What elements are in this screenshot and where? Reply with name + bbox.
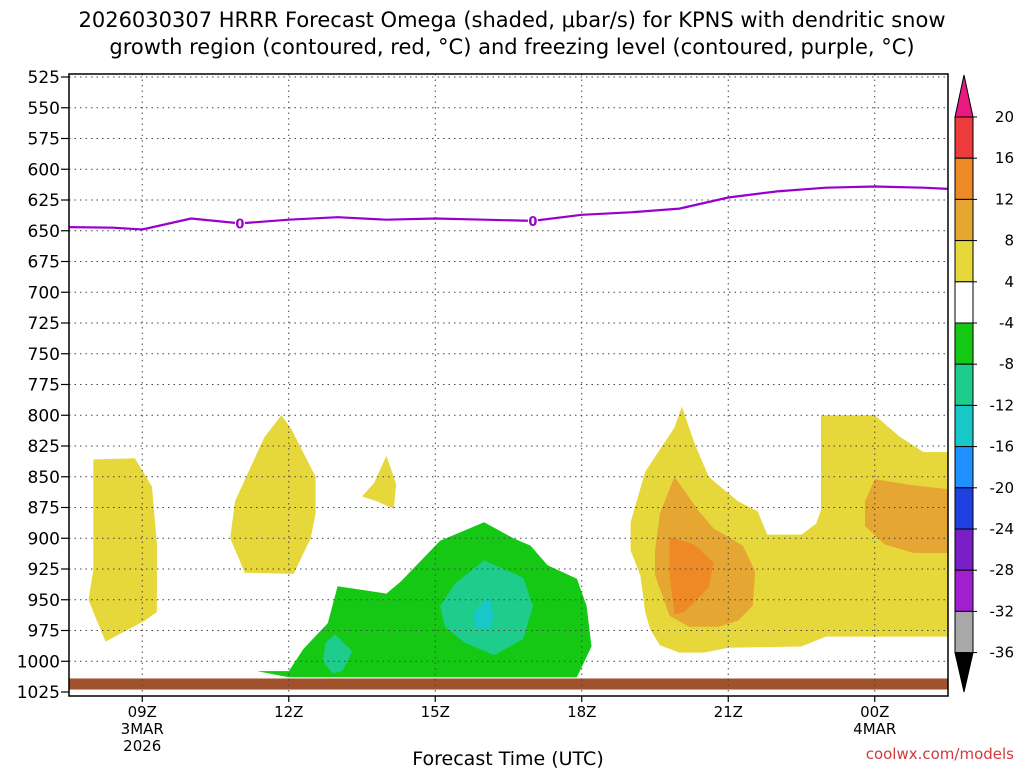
y-tick-label-825: 825 <box>28 437 60 457</box>
x-tick-label-09Z: 09Z <box>128 703 157 721</box>
colorbar-label-12: -32 <box>990 602 1015 620</box>
credit-link[interactable]: coolwx.com/models <box>866 745 1014 763</box>
colorbar-label-10: -24 <box>990 520 1015 538</box>
colorbar-label-9: -20 <box>990 479 1015 497</box>
x-axis-label: Forecast Time (UTC) <box>412 748 603 768</box>
x-tick-label-00Z: 00Z <box>860 703 889 721</box>
x-tick-label-21Z: 21Z <box>714 703 743 721</box>
y-tick-label-850: 850 <box>28 468 60 488</box>
grid-lines <box>69 74 948 696</box>
colorbar-band-m32_m28 <box>954 569 974 612</box>
colorbar-top-arrow <box>954 74 974 118</box>
colorbar-band-m20_m16 <box>954 446 974 489</box>
omega-region-yellow-14z <box>362 455 397 509</box>
y-tick-label-750: 750 <box>28 345 60 365</box>
chart-title: 2026030307 HRRR Forecast Omega (shaded, … <box>78 8 945 32</box>
omega-regions <box>88 406 948 678</box>
freezing-label-bg-0 <box>234 215 245 231</box>
colorbar-label-1: 16 <box>995 149 1014 167</box>
omega-region-yellow-11z <box>230 415 316 574</box>
freezing-level-label-1: 0 <box>528 215 537 230</box>
colorbar-bottom-arrow <box>954 652 974 693</box>
y-tick-label-625: 625 <box>28 191 60 211</box>
colorbar-band-m8_m4 <box>954 322 974 365</box>
x-tick-label-15Z: 15Z <box>421 703 450 721</box>
colorbar-label-2: 12 <box>995 190 1014 208</box>
colorbar-label-5: -4 <box>999 314 1014 332</box>
omega-region-darkorange-21z <box>669 537 714 615</box>
omega-region-yellow-09z <box>88 458 157 642</box>
colorbar-label-7: -12 <box>990 396 1015 414</box>
colorbar-label-13: -36 <box>990 644 1015 662</box>
y-axis: 525 550 575 600 625 650 675 700 725 750 775 800 825 8… <box>17 68 69 703</box>
colorbar-band-16_20 <box>954 116 974 159</box>
y-tick-label-775: 775 <box>28 376 60 396</box>
colorbar-label-11: -28 <box>990 561 1015 579</box>
colorbar-band-8_12 <box>954 198 974 242</box>
chart-title-line2: growth region (contoured, red, °C) and f… <box>109 35 914 59</box>
omega-region-orange-00z <box>865 479 948 553</box>
colorbar-band-m16_m12 <box>954 404 974 448</box>
colorbar-band-4_8 <box>954 240 974 283</box>
x-tick-label-18Z: 18Z <box>567 703 596 721</box>
y-tick-label-1000: 1000 <box>17 652 60 672</box>
colorbar-band-m4_4 <box>954 281 974 324</box>
x-tick-label-4MAR: 4MAR <box>853 720 896 738</box>
x-tick-label-2026: 2026 <box>123 737 161 755</box>
omega-region-cyan-16z <box>474 597 494 631</box>
y-tick-label-950: 950 <box>28 591 60 611</box>
omega-region-teal-13z <box>322 634 353 674</box>
colorbar-label-6: -8 <box>999 355 1014 373</box>
y-tick-label-600: 600 <box>28 160 60 180</box>
freezing-label-bg-1 <box>527 212 538 228</box>
colorbar-band-m28_m24 <box>954 528 974 571</box>
colorbar-label-8: -16 <box>990 438 1015 456</box>
y-tick-label-925: 925 <box>28 560 60 580</box>
y-tick-label-1025: 1025 <box>17 683 60 703</box>
y-tick-label-975: 975 <box>28 622 60 642</box>
freezing-level-label-0: 0 <box>235 217 244 232</box>
y-tick-label-525: 525 <box>28 68 60 88</box>
y-tick-label-575: 575 <box>28 130 60 150</box>
colorbar-band-12_16 <box>954 157 974 200</box>
y-tick-label-650: 650 <box>28 222 60 242</box>
colorbar-band-m24_m20 <box>954 487 974 530</box>
x-tick-label-12Z: 12Z <box>274 703 303 721</box>
y-tick-label-875: 875 <box>28 499 60 519</box>
colorbar-label-4: 4 <box>1004 273 1014 291</box>
y-tick-label-725: 725 <box>28 314 60 334</box>
colorbar-label-3: 8 <box>1004 232 1014 250</box>
y-tick-label-675: 675 <box>28 253 60 273</box>
x-tick-label-3MAR: 3MAR <box>121 720 164 738</box>
ground-surface <box>69 678 948 690</box>
colorbar-label-0: 20 <box>995 108 1014 126</box>
y-tick-label-700: 700 <box>28 283 60 303</box>
y-tick-label-800: 800 <box>28 406 60 426</box>
colorbar: 20 16 12 8 4 -4 -8 -12 -16 -20 -24 -28 -32 -36 <box>954 74 1015 693</box>
y-tick-label-550: 550 <box>28 99 60 119</box>
y-tick-label-900: 900 <box>28 529 60 549</box>
colorbar-band-m36_m32 <box>954 610 974 654</box>
colorbar-band-m12_m8 <box>954 363 974 406</box>
freezing-level-line <box>68 185 949 231</box>
